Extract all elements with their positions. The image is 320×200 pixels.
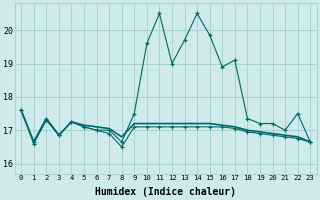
X-axis label: Humidex (Indice chaleur): Humidex (Indice chaleur)	[95, 186, 236, 197]
